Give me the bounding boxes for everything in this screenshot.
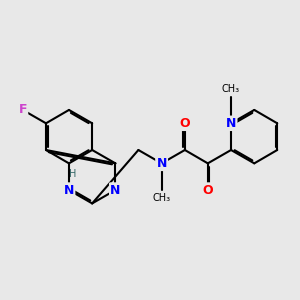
Text: CH₃: CH₃ — [222, 84, 240, 94]
Text: F: F — [19, 103, 27, 116]
Text: N: N — [226, 117, 236, 130]
Text: N: N — [110, 184, 121, 196]
Text: N: N — [64, 184, 74, 196]
Text: H: H — [69, 169, 76, 179]
Text: O: O — [179, 117, 190, 130]
Text: O: O — [202, 184, 213, 196]
Text: N: N — [156, 157, 167, 170]
Text: CH₃: CH₃ — [153, 193, 171, 203]
